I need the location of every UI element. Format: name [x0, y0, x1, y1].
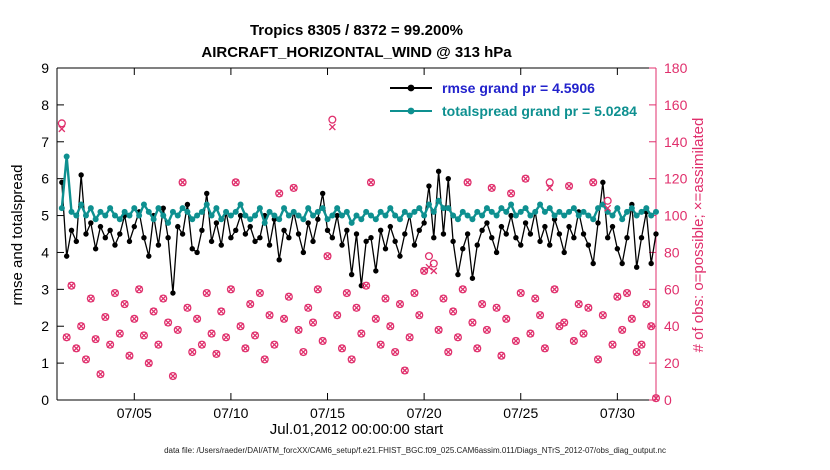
svg-text:20: 20: [664, 355, 680, 371]
svg-text:60: 60: [664, 281, 680, 297]
svg-text:07/10: 07/10: [213, 405, 248, 421]
svg-text:9: 9: [41, 60, 49, 76]
x-axis-ticks: 07/05 07/10 07/15 07/20 07/25 07/30: [117, 68, 635, 421]
y-axis-left-ticks: 0 1 2 3 4 5 6 7 8 9: [41, 60, 64, 408]
svg-text:2: 2: [41, 318, 49, 334]
totalspread-series: [58, 153, 659, 227]
svg-text:07/05: 07/05: [117, 405, 152, 421]
svg-text:5: 5: [41, 208, 49, 224]
y-axis-right-ticks: 0 20 40 60 80 100 120 140 160 180: [649, 60, 688, 408]
svg-text:80: 80: [664, 244, 680, 260]
svg-text:0: 0: [41, 392, 49, 408]
legend-item-totalspread: totalspread grand pr = 5.0284: [388, 99, 637, 122]
obs-possible-markers: [57, 115, 661, 403]
svg-text:07/20: 07/20: [407, 405, 442, 421]
svg-text:40: 40: [664, 318, 680, 334]
chart-title-line2: AIRCRAFT_HORIZONTAL_WIND @ 313 hPa: [201, 44, 512, 61]
totalspread-line-sample-icon: [390, 107, 432, 114]
svg-text:3: 3: [41, 281, 49, 297]
rmse-series: [59, 168, 659, 296]
y-axis-label-left: rmse and totalspread: [9, 164, 26, 306]
svg-text:07/25: 07/25: [503, 405, 538, 421]
svg-text:1: 1: [41, 355, 49, 371]
svg-text:120: 120: [664, 171, 688, 187]
legend-label-rmse: rmse grand pr = 4.5906: [442, 79, 595, 96]
chart-title-line1: Tropics 8305 / 8372 = 99.200%: [249, 22, 464, 39]
x-axis-label: Jul.01,2012 00:00:00 start: [269, 421, 444, 438]
obs-assimilated-markers: [58, 123, 660, 402]
legend: rmse grand pr = 4.5906 totalspread grand…: [388, 76, 637, 122]
axes-frame: [56, 67, 657, 401]
svg-text:07/30: 07/30: [600, 405, 635, 421]
svg-text:100: 100: [664, 208, 688, 224]
svg-text:0: 0: [664, 392, 672, 408]
svg-text:180: 180: [664, 60, 688, 76]
svg-text:7: 7: [41, 134, 49, 150]
svg-text:8: 8: [41, 97, 49, 113]
svg-text:07/15: 07/15: [310, 405, 345, 421]
svg-text:6: 6: [41, 171, 49, 187]
svg-text:140: 140: [664, 134, 688, 150]
rmse-line-sample-icon: [390, 84, 432, 91]
data-file-path: data file: /Users/raeder/DAI/ATM_forcXX/…: [164, 446, 666, 455]
y-axis-label-right: # of obs: o=possible; ×=assimilated: [690, 117, 707, 353]
legend-label-totalspread: totalspread grand pr = 5.0284: [442, 102, 637, 119]
svg-text:4: 4: [41, 244, 49, 260]
legend-item-rmse: rmse grand pr = 4.5906: [388, 76, 637, 99]
svg-text:160: 160: [664, 97, 688, 113]
